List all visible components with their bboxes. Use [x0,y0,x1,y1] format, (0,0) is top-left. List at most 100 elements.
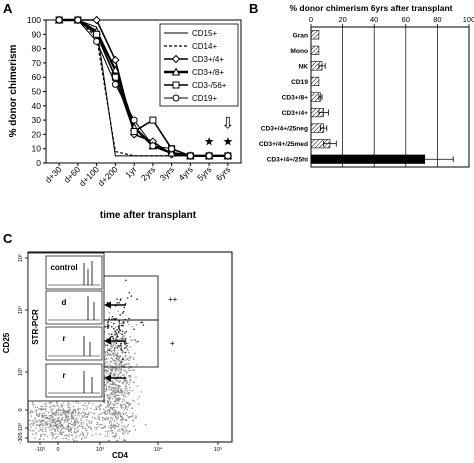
panel-c-event-dot [132,357,135,359]
panel-c-event-dot [119,362,122,364]
panel-b-letter: B [249,1,258,16]
panel-c-event-dot [56,409,58,411]
panel-c-event-dot [108,348,110,350]
panel-c-event-dot [110,422,113,424]
panel-c-event-dot [116,411,118,413]
panel-c-event-dot [93,413,95,415]
panel-c-event-dot [123,365,126,367]
panel-c-event-dot [119,372,122,374]
panel-c-event-dot [82,422,84,424]
panel-c-xtick-label: 10⁵ [214,446,222,453]
panel-c-event-dot [55,417,57,420]
panel-c-event-dot [60,412,62,414]
panel-c-event-dot [120,348,122,351]
panel-c-event-dot [91,420,93,423]
panel-c-event-dot [122,324,124,327]
panel-c-event-dot [60,403,62,406]
panel-c-event-dot [57,429,59,431]
panel-c-event-dot [83,437,86,439]
inset-pointer-arrowhead [104,301,111,309]
panel-c-event-dot [115,368,118,370]
panel-c-event-dot [117,379,120,382]
panel-a-data-point [130,116,138,124]
panel-c-event-dot [90,422,93,424]
panel-c-event-dot [112,381,114,383]
panel-c-event-dot [110,395,112,398]
panel-c-event-dot [51,437,54,440]
panel-c-event-dot [106,405,109,407]
panel-c-event-dot [132,419,135,422]
panel-c-event-dot [126,297,129,299]
panel-c-event-dot [113,372,115,374]
panel-c-event-dot [113,362,116,364]
panel-c-event-dot [128,357,130,359]
panel-c-event-dot [122,403,124,405]
panel-c-event-dot [129,369,132,372]
panel-c-event-dot [116,397,118,399]
panel-c-event-dot [51,422,53,424]
panel-a-data-point [74,16,82,24]
panel-c-event-dot [108,409,110,411]
panel-c-event-dot [105,354,107,357]
panel-c-event-dot [131,339,133,342]
panel-c-event-dot [110,354,113,356]
panel-c-event-dot [113,435,115,437]
panel-c-ytick-label: -10³ [18,423,24,433]
panel-c-event-dot [42,423,44,425]
panel-c-event-dot [144,423,147,426]
panel-c-event-dot [120,367,123,369]
panel-c-event-dot [53,404,55,406]
panel-c-event-dot [65,428,68,430]
panel-c-event-dot [125,363,127,365]
panel-c-event-dot [113,373,115,376]
panel-c-event-dot [114,378,117,381]
panel-c-event-dot [66,425,69,428]
panel-c-event-dot [106,361,108,363]
panel-a-xtick-label: 4yrs [176,164,194,182]
panel-c-event-dot [61,434,63,436]
panel-c-event-dot [109,312,111,314]
panel-c-event-dot [124,302,127,305]
panel-b-xtick-label: 80 [433,15,441,24]
panel-c-event-dot [128,359,130,362]
panel-c-event-dot [108,397,111,399]
panel-c-event-dot [61,432,63,434]
panel-c-event-dot [119,314,121,316]
panel-c-event-dot [51,415,54,418]
panel-c-event-dot [54,414,57,416]
panel-c-event-dot [53,419,56,421]
panel-c-event-dot [58,413,60,416]
panel-c-event-dot [121,432,124,434]
panel-c-event-dot [94,417,96,419]
panel-c-event-dot [59,426,62,428]
panel-c-event-dot [123,306,125,309]
panel-c-event-dot [107,337,109,339]
panel-c-event-dot [113,355,115,357]
panel-c-event-dot [111,426,113,429]
panel-c-event-dot [38,430,40,432]
panel-c-event-dot [72,412,74,414]
panel-c-event-dot [109,402,112,404]
panel-c-event-dot [115,432,117,434]
panel-c-event-dot [117,426,120,428]
panel-c-event-dot [127,423,129,426]
panel-c-event-dot [116,347,119,349]
panel-c-event-dot [96,408,98,411]
panel-c-event-dot [106,410,109,412]
panel-c-event-dot [133,369,135,372]
panel-c-event-dot [120,347,123,349]
panel-c-event-dot [117,394,119,397]
panel-c-event-dot [129,374,131,377]
panel-c-event-dot [110,321,113,324]
panel-c-event-dot [46,417,49,420]
panel-c-event-dot [120,344,122,347]
panel-c-event-dot [101,416,104,419]
panel-c-event-dot [59,422,62,424]
panel-c-event-dot [35,409,37,411]
panel-c-event-dot [43,438,45,440]
panel-c-event-dot [39,428,41,430]
panel-c-event-dot [30,410,32,412]
panel-c-event-dot [97,415,99,417]
panel-c-event-dot [73,427,76,430]
panel-c-event-dot [128,374,130,377]
